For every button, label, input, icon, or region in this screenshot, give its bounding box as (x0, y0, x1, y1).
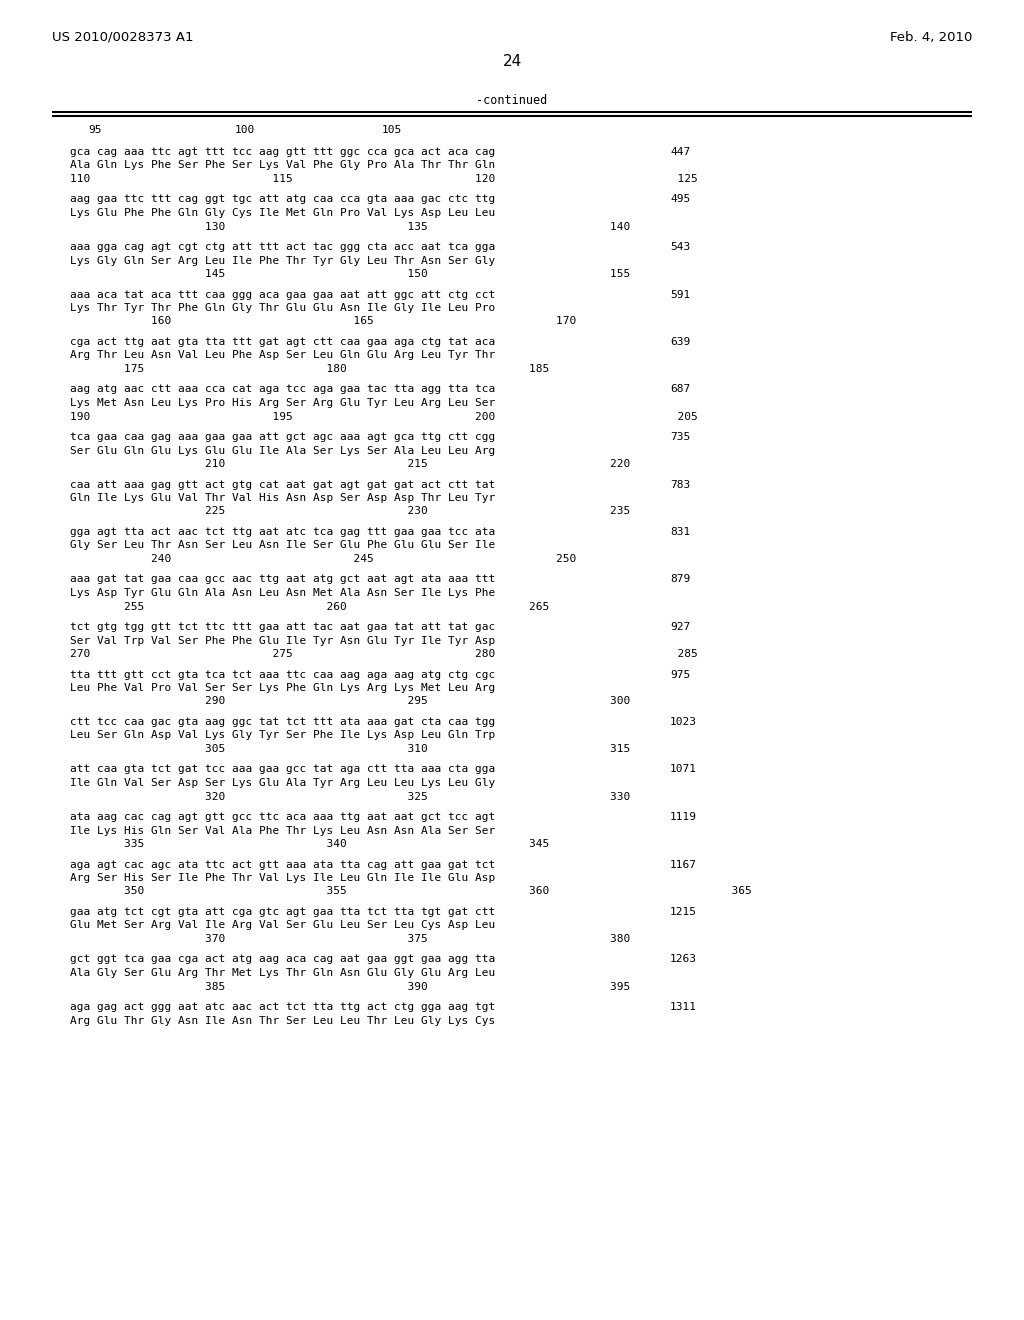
Text: Arg Glu Thr Gly Asn Ile Asn Thr Ser Leu Leu Thr Leu Gly Lys Cys: Arg Glu Thr Gly Asn Ile Asn Thr Ser Leu … (70, 1015, 496, 1026)
Text: aaa gat tat gaa caa gcc aac ttg aat atg gct aat agt ata aaa ttt: aaa gat tat gaa caa gcc aac ttg aat atg … (70, 574, 496, 585)
Text: 385                           390                           395: 385 390 395 (70, 982, 630, 991)
Text: 1311: 1311 (670, 1002, 697, 1012)
Text: 290                           295                           300: 290 295 300 (70, 697, 630, 706)
Text: 639: 639 (670, 337, 690, 347)
Text: aag gaa ttc ttt cag ggt tgc att atg caa cca gta aaa gac ctc ttg: aag gaa ttc ttt cag ggt tgc att atg caa … (70, 194, 496, 205)
Text: 175                           180                           185: 175 180 185 (70, 364, 549, 374)
Text: 370                           375                           380: 370 375 380 (70, 935, 630, 944)
Text: ata aag cac cag agt gtt gcc ttc aca aaa ttg aat aat gct tcc agt: ata aag cac cag agt gtt gcc ttc aca aaa … (70, 812, 496, 822)
Text: 130                           135                           140: 130 135 140 (70, 222, 630, 231)
Text: 447: 447 (670, 147, 690, 157)
Text: 210                           215                           220: 210 215 220 (70, 459, 630, 469)
Text: caa att aaa gag gtt act gtg cat aat gat agt gat gat act ctt tat: caa att aaa gag gtt act gtg cat aat gat … (70, 479, 496, 490)
Text: Ile Lys His Gln Ser Val Ala Phe Thr Lys Leu Asn Asn Ala Ser Ser: Ile Lys His Gln Ser Val Ala Phe Thr Lys … (70, 825, 496, 836)
Text: aag atg aac ctt aaa cca cat aga tcc aga gaa tac tta agg tta tca: aag atg aac ctt aaa cca cat aga tcc aga … (70, 384, 496, 395)
Text: Ile Gln Val Ser Asp Ser Lys Glu Ala Tyr Arg Leu Leu Lys Leu Gly: Ile Gln Val Ser Asp Ser Lys Glu Ala Tyr … (70, 777, 496, 788)
Text: aga gag act ggg aat atc aac act tct tta ttg act ctg gga aag tgt: aga gag act ggg aat atc aac act tct tta … (70, 1002, 496, 1012)
Text: Glu Met Ser Arg Val Ile Arg Val Ser Glu Leu Ser Leu Cys Asp Leu: Glu Met Ser Arg Val Ile Arg Val Ser Glu … (70, 920, 496, 931)
Text: 495: 495 (670, 194, 690, 205)
Text: 1215: 1215 (670, 907, 697, 917)
Text: 1071: 1071 (670, 764, 697, 775)
Text: 240                           245                           250: 240 245 250 (70, 554, 577, 564)
Text: aga agt cac agc ata ttc act gtt aaa ata tta cag att gaa gat tct: aga agt cac agc ata ttc act gtt aaa ata … (70, 859, 496, 870)
Text: 335                           340                           345: 335 340 345 (70, 840, 549, 849)
Text: aaa aca tat aca ttt caa ggg aca gaa gaa aat att ggc att ctg cct: aaa aca tat aca ttt caa ggg aca gaa gaa … (70, 289, 496, 300)
Text: US 2010/0028373 A1: US 2010/0028373 A1 (52, 30, 194, 44)
Text: 225                           230                           235: 225 230 235 (70, 507, 630, 516)
Text: tta ttt gtt cct gta tca tct aaa ttc caa aag aga aag atg ctg cgc: tta ttt gtt cct gta tca tct aaa ttc caa … (70, 669, 496, 680)
Text: 687: 687 (670, 384, 690, 395)
Text: 305                           310                           315: 305 310 315 (70, 744, 630, 754)
Text: 95: 95 (88, 125, 101, 135)
Text: 831: 831 (670, 527, 690, 537)
Text: Ser Glu Gln Glu Lys Glu Glu Ile Ala Ser Lys Ser Ala Leu Leu Arg: Ser Glu Gln Glu Lys Glu Glu Ile Ala Ser … (70, 446, 496, 455)
Text: gca cag aaa ttc agt ttt tcc aag gtt ttt ggc cca gca act aca cag: gca cag aaa ttc agt ttt tcc aag gtt ttt … (70, 147, 496, 157)
Text: 543: 543 (670, 242, 690, 252)
Text: 879: 879 (670, 574, 690, 585)
Text: aaa gga cag agt cgt ctg att ttt act tac ggg cta acc aat tca gga: aaa gga cag agt cgt ctg att ttt act tac … (70, 242, 496, 252)
Text: att caa gta tct gat tcc aaa gaa gcc tat aga ctt tta aaa cta gga: att caa gta tct gat tcc aaa gaa gcc tat … (70, 764, 496, 775)
Text: Arg Ser His Ser Ile Phe Thr Val Lys Ile Leu Gln Ile Ile Glu Asp: Arg Ser His Ser Ile Phe Thr Val Lys Ile … (70, 873, 496, 883)
Text: 735: 735 (670, 432, 690, 442)
Text: Lys Glu Phe Phe Gln Gly Cys Ile Met Gln Pro Val Lys Asp Leu Leu: Lys Glu Phe Phe Gln Gly Cys Ile Met Gln … (70, 209, 496, 218)
Text: 1119: 1119 (670, 812, 697, 822)
Text: Lys Gly Gln Ser Arg Leu Ile Phe Thr Tyr Gly Leu Thr Asn Ser Gly: Lys Gly Gln Ser Arg Leu Ile Phe Thr Tyr … (70, 256, 496, 265)
Text: gga agt tta act aac tct ttg aat atc tca gag ttt gaa gaa tcc ata: gga agt tta act aac tct ttg aat atc tca … (70, 527, 496, 537)
Text: 255                           260                           265: 255 260 265 (70, 602, 549, 611)
Text: 270                           275                           280                 : 270 275 280 (70, 649, 697, 659)
Text: 110                           115                           120                 : 110 115 120 (70, 174, 697, 183)
Text: Ser Val Trp Val Ser Phe Phe Glu Ile Tyr Asn Glu Tyr Ile Tyr Asp: Ser Val Trp Val Ser Phe Phe Glu Ile Tyr … (70, 635, 496, 645)
Text: 190                           195                           200                 : 190 195 200 (70, 412, 697, 421)
Text: 1263: 1263 (670, 954, 697, 965)
Text: Gly Ser Leu Thr Asn Ser Leu Asn Ile Ser Glu Phe Glu Glu Ser Ile: Gly Ser Leu Thr Asn Ser Leu Asn Ile Ser … (70, 540, 496, 550)
Text: Ala Gly Ser Glu Arg Thr Met Lys Thr Gln Asn Glu Gly Glu Arg Leu: Ala Gly Ser Glu Arg Thr Met Lys Thr Gln … (70, 968, 496, 978)
Text: 927: 927 (670, 622, 690, 632)
Text: 145                           150                           155: 145 150 155 (70, 269, 630, 279)
Text: 320                           325                           330: 320 325 330 (70, 792, 630, 801)
Text: gct ggt tca gaa cga act atg aag aca cag aat gaa ggt gaa agg tta: gct ggt tca gaa cga act atg aag aca cag … (70, 954, 496, 965)
Text: Leu Ser Gln Asp Val Lys Gly Tyr Ser Phe Ile Lys Asp Leu Gln Trp: Leu Ser Gln Asp Val Lys Gly Tyr Ser Phe … (70, 730, 496, 741)
Text: tca gaa caa gag aaa gaa gaa att gct agc aaa agt gca ttg ctt cgg: tca gaa caa gag aaa gaa gaa att gct agc … (70, 432, 496, 442)
Text: 350                           355                           360                 : 350 355 360 (70, 887, 752, 896)
Text: 160                           165                           170: 160 165 170 (70, 317, 577, 326)
Text: 1167: 1167 (670, 859, 697, 870)
Text: tct gtg tgg gtt tct ttc ttt gaa att tac aat gaa tat att tat gac: tct gtg tgg gtt tct ttc ttt gaa att tac … (70, 622, 496, 632)
Text: -continued: -continued (476, 94, 548, 107)
Text: Gln Ile Lys Glu Val Thr Val His Asn Asp Ser Asp Asp Thr Leu Tyr: Gln Ile Lys Glu Val Thr Val His Asn Asp … (70, 492, 496, 503)
Text: cga act ttg aat gta tta ttt gat agt ctt caa gaa aga ctg tat aca: cga act ttg aat gta tta ttt gat agt ctt … (70, 337, 496, 347)
Text: 1023: 1023 (670, 717, 697, 727)
Text: Ala Gln Lys Phe Ser Phe Ser Lys Val Phe Gly Pro Ala Thr Thr Gln: Ala Gln Lys Phe Ser Phe Ser Lys Val Phe … (70, 161, 496, 170)
Text: Lys Asp Tyr Glu Gln Ala Asn Leu Asn Met Ala Asn Ser Ile Lys Phe: Lys Asp Tyr Glu Gln Ala Asn Leu Asn Met … (70, 587, 496, 598)
Text: 24: 24 (503, 54, 521, 70)
Text: Lys Met Asn Leu Lys Pro His Arg Ser Arg Glu Tyr Leu Arg Leu Ser: Lys Met Asn Leu Lys Pro His Arg Ser Arg … (70, 399, 496, 408)
Text: Lys Thr Tyr Thr Phe Gln Gly Thr Glu Glu Asn Ile Gly Ile Leu Pro: Lys Thr Tyr Thr Phe Gln Gly Thr Glu Glu … (70, 304, 496, 313)
Text: 100: 100 (234, 125, 255, 135)
Text: Feb. 4, 2010: Feb. 4, 2010 (890, 30, 972, 44)
Text: 783: 783 (670, 479, 690, 490)
Text: Arg Thr Leu Asn Val Leu Phe Asp Ser Leu Gln Glu Arg Leu Tyr Thr: Arg Thr Leu Asn Val Leu Phe Asp Ser Leu … (70, 351, 496, 360)
Text: 591: 591 (670, 289, 690, 300)
Text: gaa atg tct cgt gta att cga gtc agt gaa tta tct tta tgt gat ctt: gaa atg tct cgt gta att cga gtc agt gaa … (70, 907, 496, 917)
Text: 105: 105 (382, 125, 402, 135)
Text: Leu Phe Val Pro Val Ser Ser Lys Phe Gln Lys Arg Lys Met Leu Arg: Leu Phe Val Pro Val Ser Ser Lys Phe Gln … (70, 682, 496, 693)
Text: 975: 975 (670, 669, 690, 680)
Text: ctt tcc caa gac gta aag ggc tat tct ttt ata aaa gat cta caa tgg: ctt tcc caa gac gta aag ggc tat tct ttt … (70, 717, 496, 727)
